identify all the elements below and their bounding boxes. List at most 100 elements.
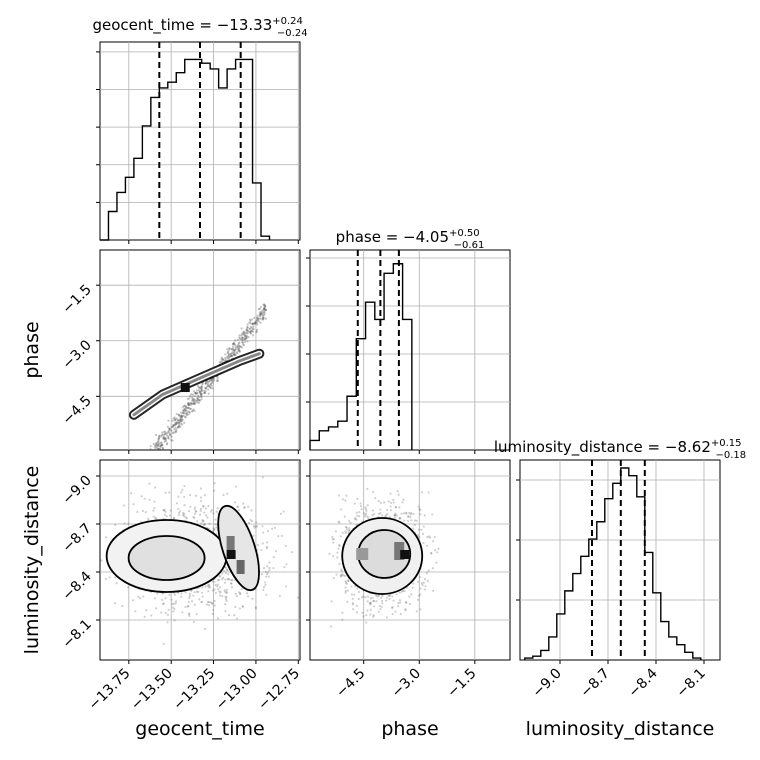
scatter-point [241, 337, 244, 340]
scatter-point [184, 407, 188, 410]
scatter-point [141, 466, 143, 468]
scatter-point [237, 344, 240, 347]
scatter-point [173, 593, 177, 596]
scatter-point [143, 466, 145, 468]
scatter-point [158, 434, 161, 437]
scatter-point [194, 510, 198, 513]
scatter-point [340, 568, 343, 571]
scatter-point [244, 335, 247, 338]
scatter-point [213, 604, 216, 607]
scatter-point [113, 507, 115, 509]
scatter-point [262, 314, 265, 317]
scatter-point [209, 383, 212, 386]
scatter-point [106, 503, 108, 505]
scatter-point [178, 419, 182, 422]
scatter-point [132, 478, 134, 480]
scatter-point [226, 351, 229, 355]
scatter-point [114, 523, 117, 526]
scatter-point [234, 339, 237, 342]
scatter-point [230, 354, 233, 357]
scatter-point [242, 332, 245, 335]
scatter-point [179, 422, 183, 425]
scatter-point [245, 334, 248, 338]
scatter-point [232, 342, 235, 345]
scatter-point [166, 442, 169, 445]
scatter-point [169, 428, 172, 431]
scatter-point [200, 387, 203, 390]
scatter-point [227, 577, 230, 581]
scatter-point [181, 418, 184, 421]
scatter-point [366, 515, 369, 518]
scatter-point [390, 501, 393, 505]
scatter-point [140, 463, 142, 465]
scatter-point [194, 392, 197, 395]
scatter-point [148, 456, 150, 458]
scatter-point [213, 599, 216, 602]
scatter-point [205, 514, 208, 517]
scatter-point [253, 322, 256, 325]
scatter-point [223, 590, 227, 593]
scatter-point [160, 443, 163, 446]
scatter-point [217, 588, 220, 591]
scatter-point [351, 602, 354, 605]
scatter-point [137, 595, 140, 598]
scatter-point [154, 453, 156, 455]
scatter-point [250, 329, 254, 332]
scatter-point [199, 509, 202, 512]
scatter-point [357, 597, 360, 601]
scatter-point [398, 506, 401, 509]
scatter-point [225, 566, 228, 570]
scatter-point [252, 325, 255, 328]
scatter-point [179, 419, 183, 422]
scatter-point [255, 328, 259, 332]
scatter-point [135, 469, 137, 471]
scatter-point [108, 505, 110, 507]
scatter-point [169, 433, 172, 436]
scatter-point [155, 446, 158, 449]
scatter-point [258, 307, 261, 311]
scatter-point [162, 437, 165, 440]
scatter-point [167, 435, 170, 438]
scatter-point [175, 421, 178, 425]
scatter-point [344, 580, 347, 583]
scatter-point [246, 329, 250, 332]
scatter-point [346, 600, 349, 603]
scatter-point [240, 346, 243, 349]
scatter-point [243, 331, 246, 334]
scatter-point [337, 520, 340, 523]
contour-lobe [217, 504, 260, 592]
scatter-point [125, 494, 127, 496]
scatter-point [237, 349, 240, 352]
scatter-point [147, 466, 149, 468]
scatter-point [190, 600, 194, 603]
scatter-point [120, 498, 122, 500]
scatter-point [272, 556, 275, 559]
scatter-point [199, 387, 202, 390]
scatter-point [199, 392, 202, 395]
scatter-point [396, 490, 399, 493]
scatter-point [372, 490, 375, 494]
scatter-point [408, 595, 411, 598]
scatter-point [331, 535, 334, 539]
scatter-point [412, 512, 415, 516]
scatter-point [115, 501, 117, 503]
scatter-point [215, 526, 218, 529]
scatter-point [226, 578, 229, 581]
scatter-point [114, 497, 116, 499]
scatter-point [204, 585, 207, 588]
scatter-point [273, 526, 277, 529]
scatter-point [132, 503, 135, 506]
scatter-point [391, 595, 394, 598]
scatter-point [238, 341, 241, 344]
histogram-luminosity-distance [524, 467, 702, 660]
scatter-point [365, 509, 368, 512]
scatter-point [111, 506, 113, 508]
scatter-point [198, 396, 201, 399]
scatter-point [163, 438, 167, 441]
scatter-point [235, 617, 239, 620]
scatter-point [134, 473, 136, 475]
scatter-point [240, 327, 243, 330]
scatter-point [170, 598, 173, 601]
scatter-point [188, 411, 191, 414]
scatter-point [387, 594, 390, 597]
